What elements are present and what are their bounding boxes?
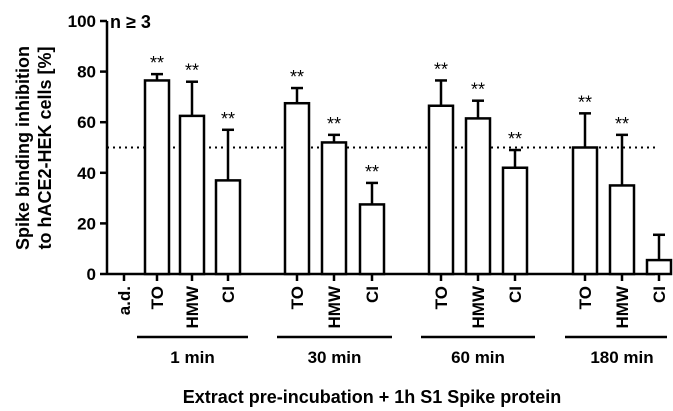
bar xyxy=(214,179,242,276)
category-label: TO xyxy=(432,286,451,309)
bar xyxy=(358,203,386,276)
category-label: HMW xyxy=(469,285,488,328)
group-label: 60 min xyxy=(451,348,505,367)
category-labels: a.d. TO HMW CI TO HMW CI TO HMW CI TO HMW CI xyxy=(115,285,669,328)
significance-label: ** xyxy=(508,129,522,149)
y-tick-label: 0 xyxy=(87,265,96,284)
y-tick-label: 20 xyxy=(77,214,96,233)
y-tick-label: 80 xyxy=(77,63,96,82)
significance-label: ** xyxy=(327,114,341,134)
y-tick-label: 60 xyxy=(77,113,96,132)
sample-size-note: n ≥ 3 xyxy=(110,12,151,32)
significance-label: ** xyxy=(221,109,235,129)
y-axis-label-line-2: to hACE2-HEK cells [%] xyxy=(35,46,55,249)
category-label: CI xyxy=(506,286,525,303)
bar xyxy=(645,258,673,276)
significance-label: ** xyxy=(434,59,448,79)
x-axis-label: Extract pre-incubation + 1h S1 Spike pro… xyxy=(183,387,562,407)
bar xyxy=(608,184,636,276)
significance-label: ** xyxy=(365,162,379,182)
y-tick-label: 40 xyxy=(77,164,96,183)
significance-label: ** xyxy=(578,92,592,112)
category-label: CI xyxy=(363,286,382,303)
significance-label: ** xyxy=(150,53,164,73)
bar xyxy=(143,79,171,276)
bar xyxy=(320,141,348,276)
significance-label: ** xyxy=(185,61,199,81)
bar xyxy=(427,104,455,276)
category-label: TO xyxy=(288,286,307,309)
category-label: TO xyxy=(148,286,167,309)
category-label: CI xyxy=(219,286,238,303)
bar xyxy=(178,114,206,276)
bars: ** ** ** ** ** ** ** ** ** ** ** xyxy=(143,53,673,276)
category-label: HMW xyxy=(325,285,344,328)
bar xyxy=(283,101,311,276)
bar xyxy=(464,117,492,276)
category-label: CI xyxy=(650,286,669,303)
category-label: a.d. xyxy=(115,286,134,315)
category-label: HMW xyxy=(183,285,202,328)
bar xyxy=(571,146,599,276)
group-labels: 1 min 30 min 60 min 180 min xyxy=(137,335,667,367)
category-label: HMW xyxy=(613,285,632,328)
group-label: 1 min xyxy=(170,348,214,367)
group-label: 180 min xyxy=(590,348,653,367)
significance-label: ** xyxy=(615,114,629,134)
category-label: TO xyxy=(576,286,595,309)
y-tick-label: 100 xyxy=(68,12,96,31)
y-axis-label-line-1: Spike binding inhibition xyxy=(13,46,33,250)
group-label: 30 min xyxy=(308,348,362,367)
significance-label: ** xyxy=(290,67,304,87)
bar xyxy=(501,166,529,276)
significance-label: ** xyxy=(471,80,485,100)
